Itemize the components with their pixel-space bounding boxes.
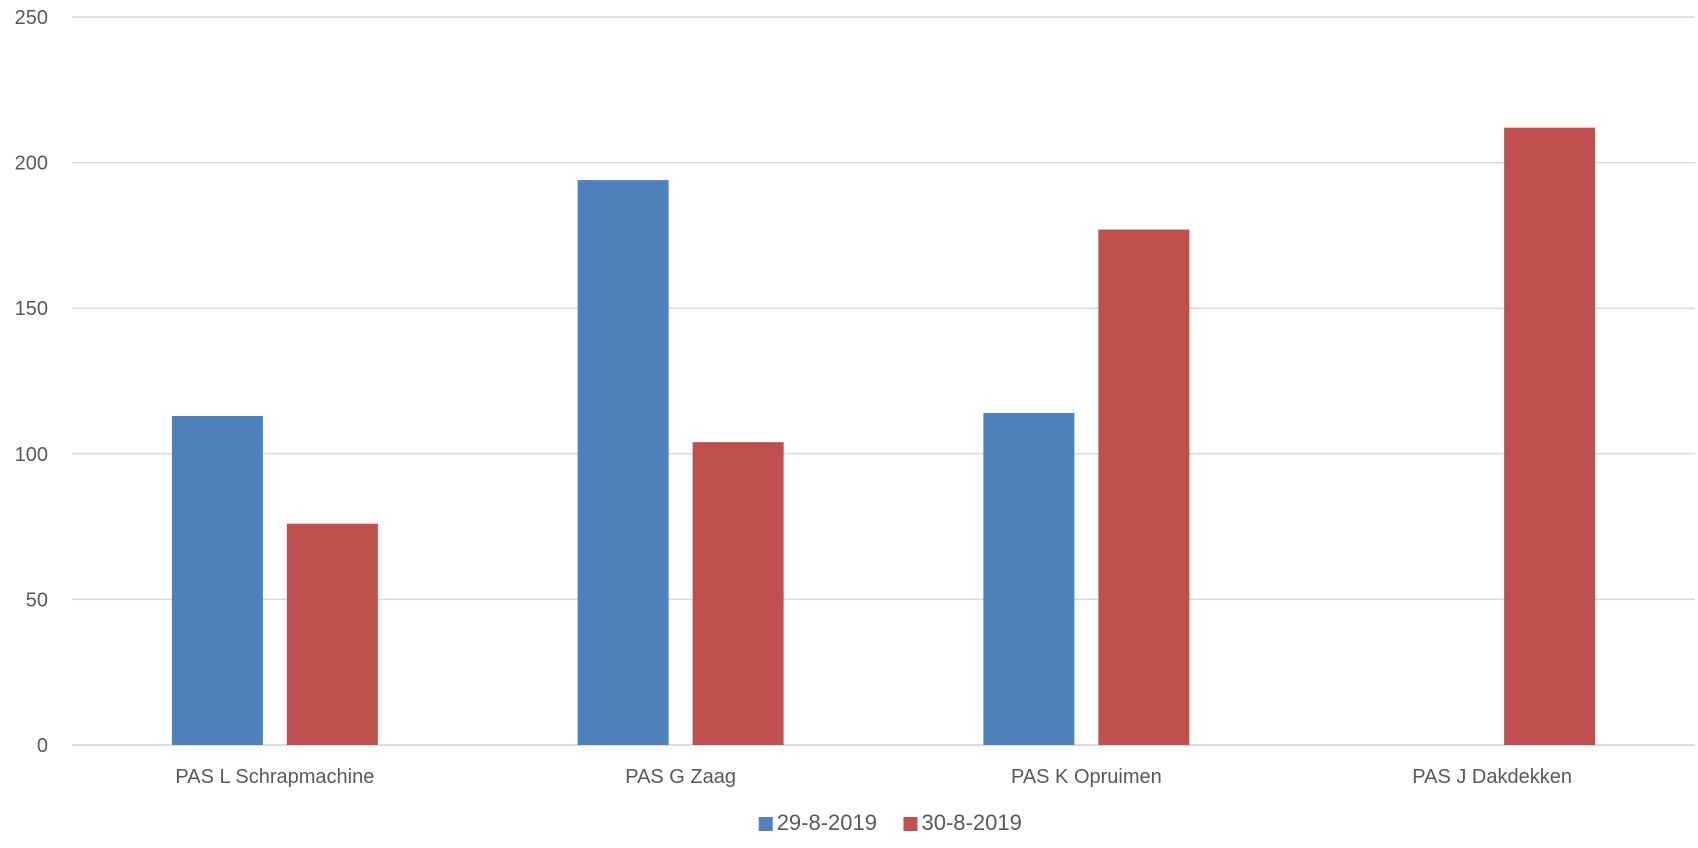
x-category-label: PAS K Opruimen	[1011, 766, 1162, 788]
bar-29-8-2019-pas-k-opruimen	[983, 413, 1075, 745]
bar-30-8-2019-pas-l-schrapmachine	[286, 523, 378, 745]
y-tick-label: 200	[15, 153, 48, 175]
bar-30-8-2019-pas-j-dakdekken	[1504, 127, 1596, 745]
bar-29-8-2019-pas-g-zaag	[577, 180, 669, 745]
y-axis-ticks: 0 50 100 150 200 250	[15, 7, 48, 757]
y-tick-label: 50	[26, 589, 48, 611]
legend-swatch	[903, 817, 918, 831]
bars	[171, 127, 1596, 746]
bar-30-8-2019-pas-k-opruimen	[1098, 229, 1190, 746]
legend-swatch	[758, 817, 773, 831]
bar-29-8-2019-pas-l-schrapmachine	[171, 415, 263, 745]
y-tick-label: 250	[15, 7, 48, 29]
y-tick-label: 150	[15, 298, 48, 320]
x-category-label: PAS J Dakdekken	[1412, 766, 1572, 788]
x-category-label: PAS G Zaag	[625, 766, 736, 788]
x-axis-categories: PAS L Schrapmachine PAS G Zaag PAS K Oprui…	[175, 766, 1572, 788]
y-tick-label: 0	[37, 735, 48, 757]
legend: 29-8-2019 30-8-2019	[758, 810, 1022, 835]
y-tick-label: 100	[15, 444, 48, 466]
legend-label: 29-8-2019	[777, 810, 877, 835]
x-category-label: PAS L Schrapmachine	[175, 766, 374, 788]
legend-label: 30-8-2019	[922, 810, 1022, 835]
bar-30-8-2019-pas-g-zaag	[692, 442, 784, 745]
